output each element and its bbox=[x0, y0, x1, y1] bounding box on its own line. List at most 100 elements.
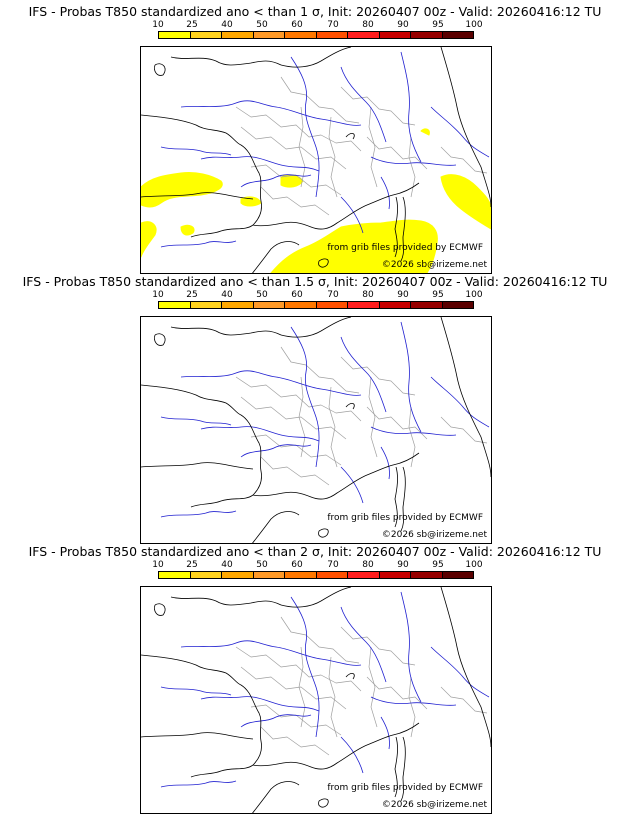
scale-color-cell bbox=[159, 32, 191, 38]
coastline bbox=[394, 736, 398, 798]
coastline bbox=[252, 722, 420, 770]
river bbox=[370, 156, 457, 166]
scale-label: 50 bbox=[256, 290, 268, 300]
coastline bbox=[141, 732, 254, 740]
coastline bbox=[440, 317, 491, 478]
river bbox=[180, 100, 362, 126]
river bbox=[340, 66, 387, 143]
scale-color-cell bbox=[285, 572, 317, 578]
coastline bbox=[154, 333, 166, 346]
coastline bbox=[394, 196, 398, 258]
scale-color-cell bbox=[442, 572, 473, 578]
river bbox=[430, 646, 490, 698]
river bbox=[160, 686, 232, 696]
coastline bbox=[170, 596, 282, 606]
coastline bbox=[440, 47, 491, 208]
region-border bbox=[240, 396, 347, 440]
river bbox=[160, 780, 237, 788]
scale-label: 50 bbox=[256, 560, 268, 570]
coastline bbox=[394, 466, 398, 528]
scale-labels: 10 25 40 50 60 70 80 90 95 100 bbox=[140, 20, 482, 30]
probability-area bbox=[440, 174, 491, 230]
coastline bbox=[141, 114, 262, 226]
scale-label: 70 bbox=[327, 290, 339, 300]
coastline bbox=[170, 326, 282, 336]
probability-scale: 10 25 40 50 60 70 80 90 95 100 bbox=[140, 290, 483, 310]
coastline bbox=[318, 258, 329, 268]
scale-color-cell bbox=[316, 302, 348, 308]
scale-label: 60 bbox=[291, 290, 303, 300]
scale-color-cell bbox=[379, 32, 411, 38]
scale-label: 25 bbox=[186, 290, 198, 300]
scale-color-cell bbox=[442, 302, 473, 308]
scale-label: 70 bbox=[327, 560, 339, 570]
coastline bbox=[141, 462, 254, 470]
river bbox=[240, 714, 312, 728]
scale-color-cell bbox=[348, 572, 380, 578]
scale-label: 90 bbox=[397, 20, 409, 30]
region-border bbox=[328, 116, 338, 198]
scale-color-cell bbox=[159, 572, 191, 578]
coastline bbox=[280, 587, 352, 608]
region-border bbox=[260, 456, 330, 486]
coastline bbox=[400, 736, 406, 802]
scale-label: 25 bbox=[186, 20, 198, 30]
coastline bbox=[252, 511, 300, 543]
scale-label: 95 bbox=[432, 290, 444, 300]
region-border bbox=[366, 136, 428, 170]
scale-label: 80 bbox=[362, 290, 374, 300]
credit-source: from grib files provided by ECMWF bbox=[327, 783, 483, 793]
region-border bbox=[366, 406, 428, 440]
scale-color-cell bbox=[222, 572, 254, 578]
probability-area bbox=[141, 172, 223, 208]
scale-color-cell bbox=[253, 572, 285, 578]
region-border bbox=[440, 686, 488, 714]
coastline bbox=[170, 56, 282, 66]
probability-area bbox=[180, 224, 195, 236]
coastline bbox=[400, 466, 406, 532]
river bbox=[430, 376, 490, 428]
region-border bbox=[298, 646, 306, 728]
scale-color-cell bbox=[285, 32, 317, 38]
region-border bbox=[366, 676, 428, 710]
scale-label: 100 bbox=[465, 20, 483, 30]
scale-bar bbox=[158, 571, 474, 579]
region-border bbox=[340, 626, 416, 666]
scale-color-cell bbox=[442, 32, 473, 38]
scale-color-cell bbox=[379, 302, 411, 308]
credit-source: from grib files provided by ECMWF bbox=[327, 513, 483, 523]
map-drawing bbox=[141, 317, 491, 543]
scale-label: 25 bbox=[186, 560, 198, 570]
scale-label: 90 bbox=[397, 290, 409, 300]
forecast-panel-2: IFS - Probas T850 standardized ano < tha… bbox=[0, 270, 630, 546]
region-border bbox=[368, 106, 378, 188]
scale-label: 80 bbox=[362, 560, 374, 570]
river bbox=[240, 444, 312, 458]
map-drawing bbox=[141, 587, 491, 813]
coastline bbox=[345, 403, 355, 410]
region-border bbox=[235, 646, 362, 692]
river bbox=[430, 106, 490, 158]
river bbox=[160, 240, 237, 248]
credit-copyright: ©2026 sb@irizeme.net bbox=[381, 800, 487, 810]
credit-copyright: ©2026 sb@irizeme.net bbox=[381, 530, 487, 540]
probability-area bbox=[141, 221, 157, 258]
scale-labels: 10 25 40 50 60 70 80 90 95 100 bbox=[140, 290, 482, 300]
scale-color-cell bbox=[190, 572, 222, 578]
river bbox=[400, 51, 422, 163]
river bbox=[180, 370, 362, 396]
region-border bbox=[280, 346, 360, 394]
scale-label: 40 bbox=[221, 560, 233, 570]
scale-label: 70 bbox=[327, 20, 339, 30]
region-border bbox=[440, 416, 488, 444]
region-border bbox=[298, 376, 306, 458]
scale-color-cell bbox=[316, 572, 348, 578]
panel-title: IFS - Probas T850 standardized ano < tha… bbox=[22, 274, 608, 289]
coastline bbox=[318, 798, 329, 808]
river bbox=[400, 591, 422, 703]
probability-map: from grib files provided by ECMWF ©2026 … bbox=[140, 46, 492, 274]
probability-scale: 10 25 40 50 60 70 80 90 95 100 bbox=[140, 20, 483, 40]
coastline bbox=[190, 494, 254, 508]
region-border bbox=[440, 146, 488, 174]
region-border bbox=[298, 106, 306, 188]
